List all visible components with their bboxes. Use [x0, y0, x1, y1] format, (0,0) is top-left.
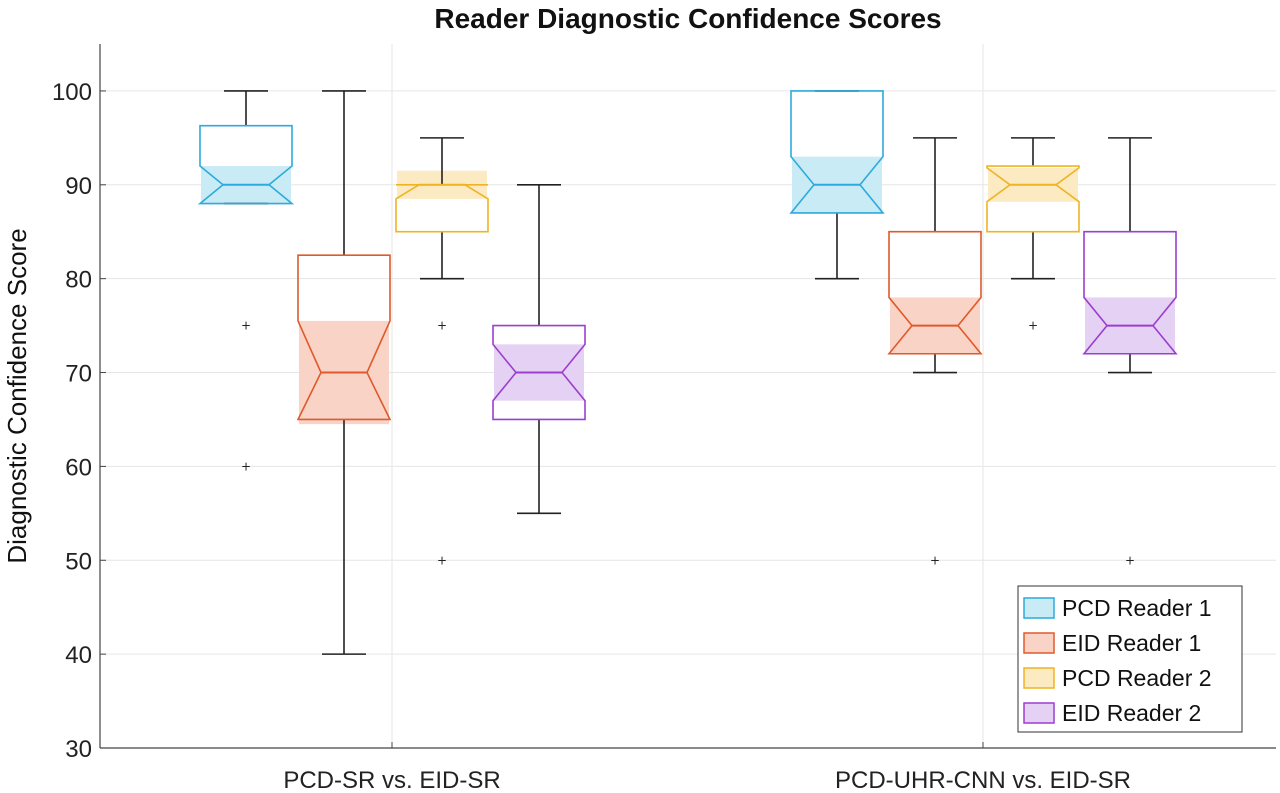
outlier-point: +	[1125, 553, 1135, 567]
legend: PCD Reader 1 EID Reader 1 PCD Reader 2 EID …	[1017, 585, 1243, 733]
box-outline	[296, 254, 392, 421]
legend-swatch	[1023, 702, 1055, 724]
y-axis-label: Diagnostic Confidence Score	[2, 228, 32, 563]
legend-box	[1017, 585, 1243, 733]
box-groups: +++++++	[197, 90, 1178, 655]
outlier-point: +	[241, 319, 251, 333]
y-tick-label: 50	[65, 548, 92, 575]
box-outline	[1082, 230, 1178, 355]
box-outline	[986, 165, 1080, 233]
legend-label: PCD Reader 1	[1062, 595, 1212, 621]
legend-label: EID Reader 2	[1062, 700, 1201, 726]
y-tick-label: 80	[65, 267, 92, 294]
legend-swatch	[1023, 632, 1055, 654]
box-outline	[887, 230, 983, 355]
box-pcd-reader-2: ++	[395, 137, 489, 567]
x-axis-ticks: PCD-SR vs. EID-SR PCD-UHR-CNN vs. EID-SR	[283, 742, 1131, 793]
legend-swatch	[1023, 667, 1055, 689]
outlier-point: +	[930, 553, 940, 567]
x-tick-label: PCD-SR vs. EID-SR	[283, 767, 500, 793]
chart-title: Reader Diagnostic Confidence Scores	[434, 3, 941, 34]
box-eid-reader-1: +	[887, 137, 983, 567]
box-outline	[395, 184, 489, 233]
box-pcd-reader-2: +	[986, 137, 1080, 333]
box-outline	[789, 90, 885, 214]
box-pcd-reader-1: ++	[197, 90, 295, 473]
y-tick-label: 30	[65, 736, 92, 763]
y-tick-label: 70	[65, 361, 92, 388]
y-tick-label: 90	[65, 173, 92, 200]
outlier-point: +	[1028, 319, 1038, 333]
y-tick-label: 60	[65, 454, 92, 481]
grid-lines	[100, 44, 1276, 749]
box-outline	[492, 324, 586, 421]
outlier-point: +	[241, 459, 251, 473]
legend-label: PCD Reader 2	[1062, 665, 1212, 691]
outlier-point: +	[437, 553, 447, 567]
outlier-point: +	[437, 319, 447, 333]
y-axis-ticks: 30 40 50 60 70 80 90 100	[52, 79, 106, 763]
legend-label: EID Reader 1	[1062, 630, 1201, 656]
box-eid-reader-2: +	[1082, 137, 1178, 567]
box-eid-reader-1	[296, 90, 392, 655]
box-eid-reader-2	[492, 184, 586, 515]
x-tick-label: PCD-UHR-CNN vs. EID-SR	[835, 767, 1131, 793]
legend-swatch	[1023, 597, 1055, 619]
box-outline	[197, 124, 295, 205]
y-tick-label: 40	[65, 642, 92, 669]
box-pcd-reader-1	[789, 90, 885, 280]
y-tick-label: 100	[52, 79, 92, 106]
